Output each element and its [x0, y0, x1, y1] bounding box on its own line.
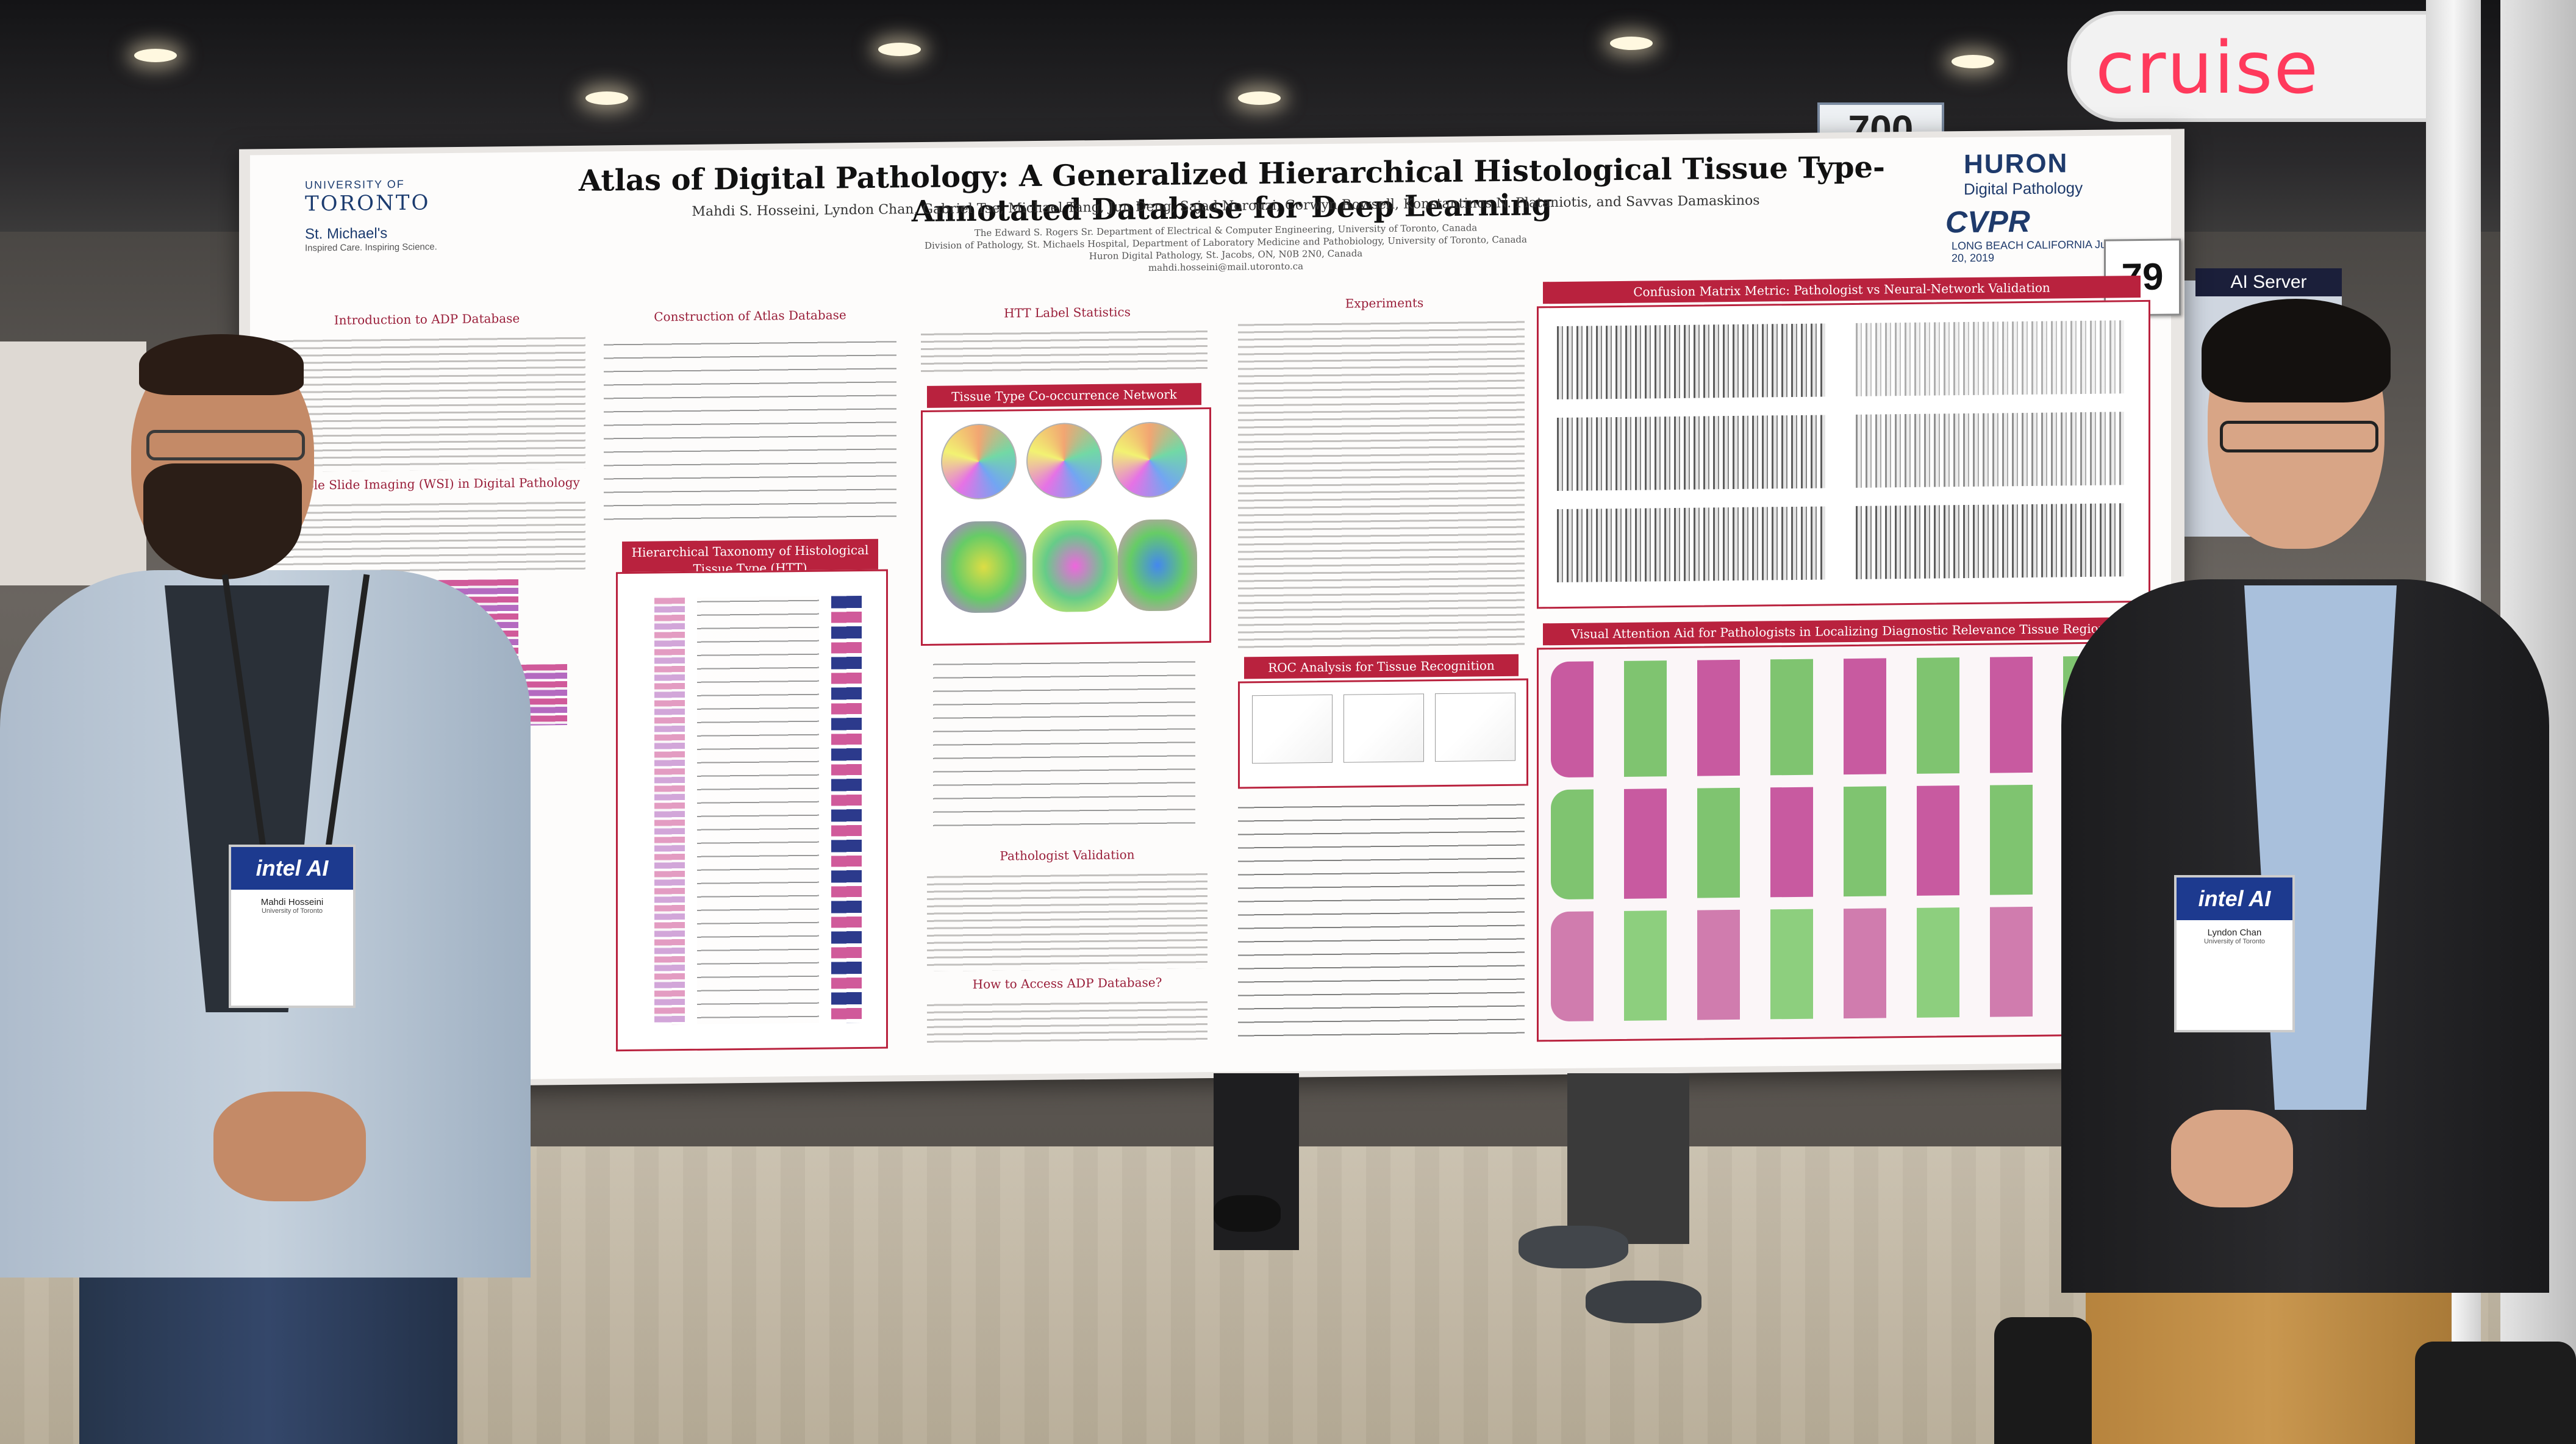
stmichaels-name: St. Michael's [305, 225, 388, 243]
badge-org: University of Toronto [2203, 938, 2266, 945]
ceiling-light [1238, 91, 1281, 105]
uoft-line1: UNIVERSITY OF [305, 177, 405, 191]
badge-brand: intel AI [2177, 877, 2292, 920]
person-legs-background [1567, 1073, 1689, 1244]
backpack [1994, 1317, 2092, 1444]
section-heading-construction: Construction of Atlas Database [654, 307, 846, 324]
badge-name: Mahdi Hosseini [260, 897, 324, 907]
roc-curve [1435, 692, 1515, 762]
distant-poster [0, 341, 146, 585]
bar-chart [1856, 503, 2124, 579]
poster-title: Atlas of Digital Pathology: A Generalize… [579, 150, 1885, 229]
section-heading-intro: Introduction to ADP Database [334, 310, 520, 328]
badge-org: University of Toronto [261, 907, 323, 915]
label-stats-text [921, 328, 1208, 374]
badge-name: Lyndon Chan [2207, 928, 2262, 938]
construction-table [604, 337, 896, 524]
network-graph [1112, 421, 1187, 498]
wsi-text [274, 499, 585, 576]
sneaker [1586, 1281, 1701, 1323]
taxonomy-thumbnails [654, 598, 685, 1025]
roc-panel [1238, 678, 1528, 789]
huron-line2: Digital Pathology [1964, 179, 2083, 199]
presenter-right-hands [2171, 1110, 2293, 1207]
ceiling-light [1952, 55, 1994, 68]
attention-maps-row [1551, 906, 2136, 1022]
bar-chart [1557, 415, 1825, 491]
validation-text [927, 871, 1208, 971]
attention-maps-row [1551, 656, 2136, 778]
section-heading-validation: Pathologist Validation [1000, 847, 1135, 863]
section-heading-wsi: Whole Slide Imaging (WSI) in Digital Pat… [286, 474, 580, 493]
network-graph [1118, 519, 1197, 612]
ceiling-light [1610, 37, 1653, 50]
section-heading-access: How to Access ADP Database? [972, 974, 1162, 992]
name-badge-left: intel AI Mahdi Hosseini University of To… [229, 845, 356, 1008]
shoe [1214, 1195, 1281, 1232]
sneaker [1519, 1226, 1628, 1268]
network-graph [941, 423, 1017, 500]
attention-maps-row [1551, 784, 2136, 900]
bar-chart [1557, 506, 1825, 583]
backpack [2415, 1342, 2576, 1444]
network-graph [1026, 422, 1102, 499]
section-heading-attention: Visual Attention Aid for Pathologists in… [1543, 617, 2141, 646]
cooccurrence-panel [921, 407, 1211, 646]
experiments-text [1238, 318, 1525, 651]
section-heading-roc: ROC Analysis for Tissue Recognition [1244, 654, 1519, 679]
section-heading-confusion: Confusion Matrix Metric: Pathologist vs … [1543, 276, 2141, 304]
bar-chart [1856, 320, 2124, 396]
presenter-left-glasses [146, 430, 305, 460]
poster-affiliations: The Edward S. Rogers Sr. Department of E… [738, 219, 1714, 278]
bar-chart [1557, 323, 1825, 400]
huron-logo: HURON Digital Pathology [1964, 148, 2147, 199]
attention-panel [1537, 641, 2150, 1042]
cvpr-text: CVPR [1945, 204, 2030, 240]
cruise-logo-text: cruise [2095, 26, 2320, 110]
badge-brand: intel AI [231, 847, 353, 890]
presenter-left-hands [213, 1092, 366, 1201]
performance-table [1238, 800, 1525, 1042]
presenter-right-glasses [2220, 421, 2378, 452]
ceiling-light [134, 49, 177, 62]
section-heading-experiments: Experiments [1345, 295, 1424, 311]
roc-curve [1252, 694, 1333, 764]
bar-chart [1856, 412, 2124, 488]
uoft-logo: UNIVERSITY OF TORONTO St. Michael's Insp… [305, 177, 463, 254]
presenter-right-hair [2202, 299, 2391, 402]
roc-curve [1343, 693, 1424, 763]
name-badge-right: intel AI Lyndon Chan University of Toron… [2174, 875, 2295, 1032]
rules-table [933, 657, 1195, 831]
network-graph [1032, 520, 1118, 613]
access-text [927, 999, 1208, 1045]
confusion-panel [1537, 299, 2150, 609]
section-heading-label-stats: HTT Label Statistics [1004, 304, 1131, 321]
section-heading-cooccurrence: Tissue Type Co-occurrence Network [927, 383, 1201, 408]
uoft-line2: TORONTO [305, 190, 431, 216]
taxonomy-thumbnails [831, 595, 862, 1023]
presenter-left-hair [139, 334, 304, 395]
ai-server-sign: AI Server [2195, 268, 2342, 296]
stmichaels-tagline: Inspired Care. Inspiring Science. [305, 241, 437, 254]
ceiling-light [878, 43, 921, 56]
taxonomy-tree [697, 596, 819, 1024]
ceiling-light [585, 91, 628, 105]
research-poster: UNIVERSITY OF TORONTO St. Michael's Insp… [250, 135, 2181, 1082]
cruise-sign: cruise [2067, 11, 2435, 122]
network-graph [941, 521, 1026, 613]
htt-taxonomy-panel [616, 569, 888, 1052]
huron-line1: HURON [1964, 148, 2069, 180]
intro-text [274, 334, 585, 473]
presenter-left-beard [143, 463, 302, 579]
